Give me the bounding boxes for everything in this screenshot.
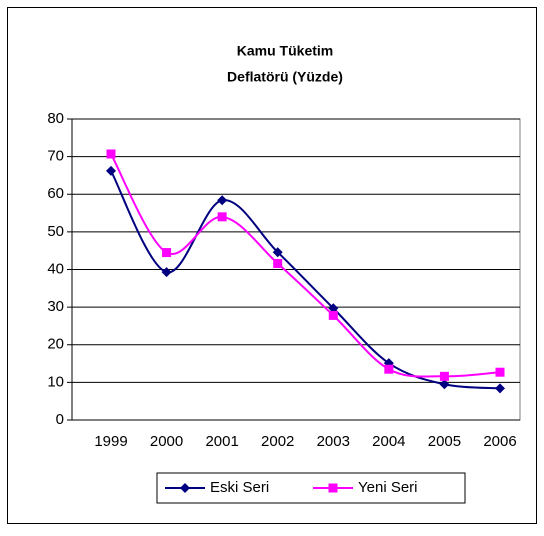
marker <box>273 258 283 268</box>
y-tick-label: 70 <box>47 148 64 165</box>
marker <box>161 267 172 278</box>
x-tick-label: 2000 <box>150 433 183 450</box>
y-tick-label: 0 <box>56 411 64 428</box>
x-tick-label: 2003 <box>317 433 350 450</box>
chart-title: Deflatörü (Yüzde) <box>227 69 343 85</box>
y-tick-label: 20 <box>47 336 64 353</box>
marker <box>328 483 338 493</box>
legend-box <box>156 472 466 504</box>
marker <box>272 247 283 258</box>
legend-label: Yeni Seri <box>358 479 418 496</box>
marker <box>495 383 505 394</box>
marker <box>328 310 338 320</box>
y-tick-label: 40 <box>47 260 64 277</box>
y-tick-label: 80 <box>47 110 64 127</box>
x-tick-label: 2006 <box>483 433 516 450</box>
y-tick-label: 10 <box>47 373 64 390</box>
chart-title: Kamu Tüketim <box>237 43 333 59</box>
marker <box>217 212 227 222</box>
marker <box>328 303 339 314</box>
marker <box>106 165 116 176</box>
marker <box>180 483 190 493</box>
marker <box>439 379 450 390</box>
legend-label: Eski Seri <box>210 479 269 496</box>
x-tick-label: 2004 <box>372 433 405 450</box>
marker <box>495 367 505 377</box>
marker <box>162 248 172 258</box>
marker <box>106 149 116 159</box>
y-tick-label: 30 <box>47 298 64 315</box>
x-tick-label: 1999 <box>94 433 127 450</box>
marker <box>384 364 394 374</box>
x-tick-label: 2001 <box>205 433 238 450</box>
y-tick-label: 60 <box>47 185 64 202</box>
marker <box>217 195 228 206</box>
y-tick-label: 50 <box>47 223 64 240</box>
x-tick-label: 2002 <box>261 433 294 450</box>
x-tick-label: 2005 <box>428 433 461 450</box>
marker <box>439 371 449 381</box>
